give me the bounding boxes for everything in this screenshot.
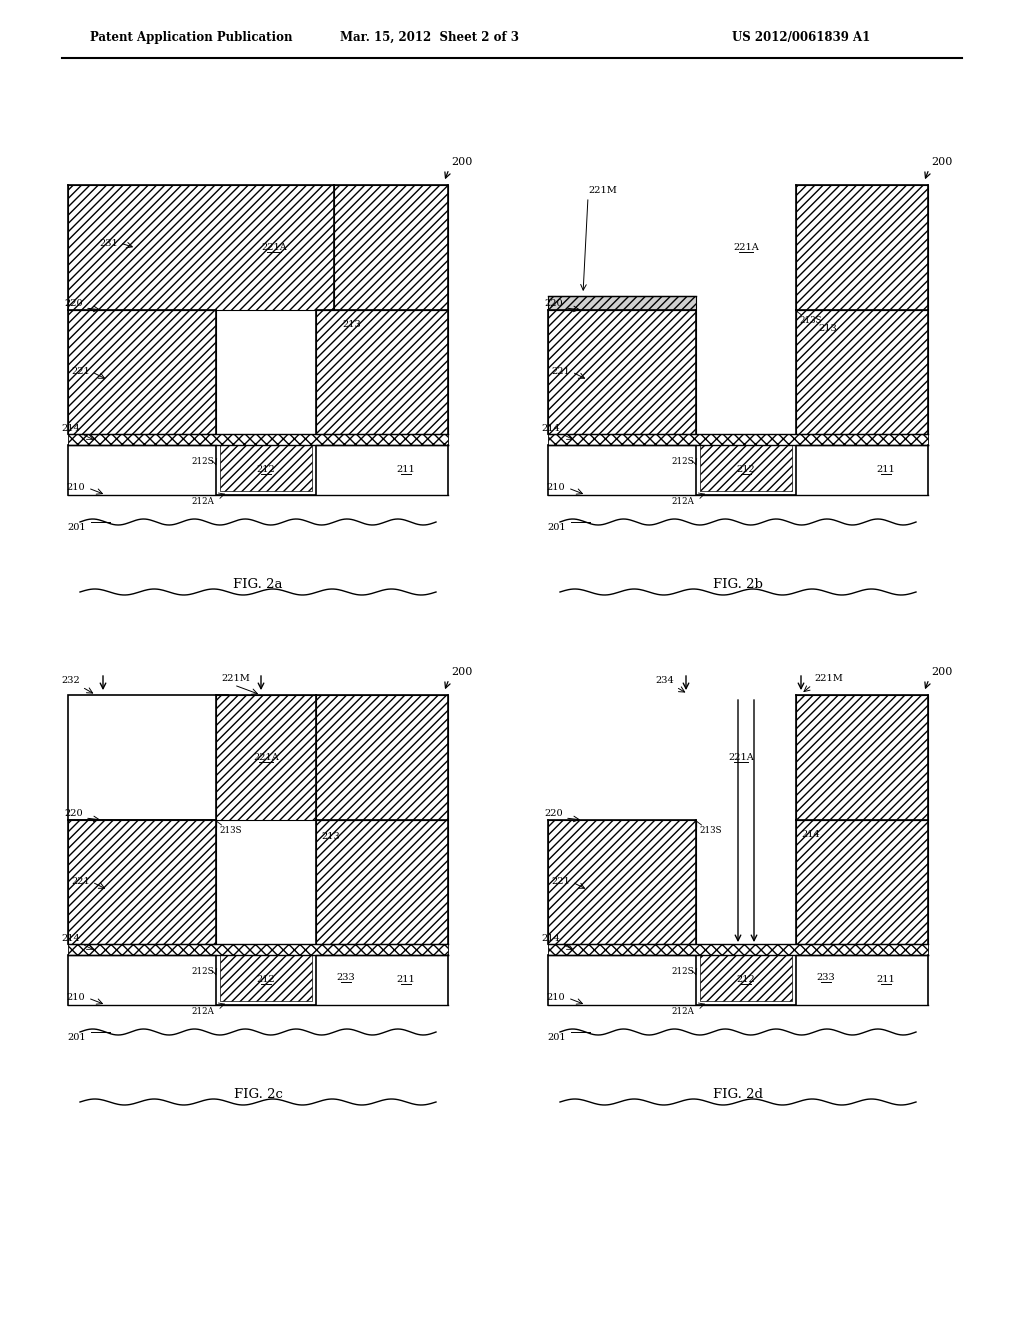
Text: 221: 221	[72, 878, 90, 887]
Text: 210: 210	[67, 483, 85, 492]
Bar	[216, 954, 316, 1005]
Bar	[548, 944, 928, 954]
Text: 221A: 221A	[728, 754, 754, 763]
Bar	[68, 820, 216, 944]
Text: 233: 233	[337, 974, 355, 982]
Bar	[68, 310, 216, 434]
Text: FIG. 2c: FIG. 2c	[233, 1088, 283, 1101]
Text: 220: 220	[545, 300, 563, 308]
Text: 210: 210	[67, 994, 85, 1002]
Text: 221: 221	[551, 878, 570, 887]
Text: 211: 211	[877, 975, 895, 985]
Bar	[548, 310, 696, 434]
Text: 234: 234	[655, 676, 674, 685]
Text: 231: 231	[99, 239, 118, 248]
Text: 220: 220	[545, 809, 563, 818]
Text: FIG. 2d: FIG. 2d	[713, 1088, 763, 1101]
Text: 221A: 221A	[253, 754, 279, 763]
Text: 212S: 212S	[672, 966, 694, 975]
Text: 212S: 212S	[191, 966, 214, 975]
Text: 213S: 213S	[699, 826, 722, 836]
Bar	[216, 696, 316, 820]
Text: 213S: 213S	[219, 826, 242, 836]
Text: Patent Application Publication: Patent Application Publication	[90, 30, 293, 44]
Text: 211: 211	[396, 466, 416, 474]
Text: Mar. 15, 2012  Sheet 2 of 3: Mar. 15, 2012 Sheet 2 of 3	[341, 30, 519, 44]
Text: 201: 201	[548, 1034, 566, 1041]
Text: FIG. 2b: FIG. 2b	[713, 578, 763, 591]
Text: 214: 214	[801, 830, 820, 840]
Text: 221A: 221A	[733, 243, 759, 252]
Text: 214: 214	[61, 935, 80, 942]
Text: 213S: 213S	[799, 315, 821, 325]
Bar	[796, 696, 928, 820]
Text: 220: 220	[65, 809, 83, 818]
Text: 221A: 221A	[261, 243, 287, 252]
Text: 213: 213	[818, 323, 837, 333]
Text: 214: 214	[61, 424, 80, 433]
Text: 201: 201	[68, 1034, 86, 1041]
Text: 212A: 212A	[191, 1007, 214, 1016]
Bar	[696, 445, 796, 495]
Text: 221M: 221M	[814, 675, 843, 682]
Bar	[548, 434, 928, 445]
Bar	[220, 954, 312, 1001]
Text: 221: 221	[72, 367, 90, 376]
Text: 212S: 212S	[191, 457, 214, 466]
Text: 201: 201	[68, 523, 86, 532]
Bar	[216, 445, 316, 495]
Bar	[316, 820, 449, 944]
Text: 212: 212	[736, 466, 756, 474]
Bar	[548, 820, 696, 944]
Text: 200: 200	[931, 667, 952, 677]
Text: 212: 212	[257, 975, 275, 985]
Text: 210: 210	[547, 994, 565, 1002]
Text: 200: 200	[451, 667, 472, 677]
Text: 214: 214	[542, 424, 560, 433]
Text: 201: 201	[548, 523, 566, 532]
Text: 212: 212	[257, 466, 275, 474]
Text: 200: 200	[451, 157, 472, 168]
Text: US 2012/0061839 A1: US 2012/0061839 A1	[732, 30, 870, 44]
Bar	[796, 820, 928, 944]
Text: 211: 211	[877, 466, 895, 474]
Bar	[68, 696, 228, 820]
Text: 232: 232	[61, 676, 80, 685]
Bar	[796, 310, 928, 434]
Text: 221M: 221M	[221, 675, 251, 682]
Text: 213: 213	[321, 832, 340, 841]
Text: 212A: 212A	[671, 1007, 694, 1016]
Bar	[548, 296, 696, 310]
Text: 212A: 212A	[191, 498, 214, 506]
Text: 213: 213	[342, 319, 360, 329]
Text: 214: 214	[542, 935, 560, 942]
Text: 220: 220	[65, 300, 83, 308]
Bar	[796, 185, 928, 310]
Text: 210: 210	[547, 483, 565, 492]
Text: 212: 212	[736, 975, 756, 985]
Bar	[696, 954, 796, 1005]
Bar	[334, 185, 449, 310]
Bar	[316, 310, 449, 434]
Text: 200: 200	[931, 157, 952, 168]
Bar	[68, 185, 334, 310]
Bar	[68, 434, 449, 445]
Text: 212S: 212S	[672, 457, 694, 466]
Bar	[700, 445, 792, 491]
Bar	[220, 445, 312, 491]
Text: 233: 233	[816, 974, 836, 982]
Bar	[68, 944, 449, 954]
Text: 221: 221	[551, 367, 570, 376]
Text: 212A: 212A	[671, 498, 694, 506]
Text: FIG. 2a: FIG. 2a	[233, 578, 283, 591]
Text: 221M: 221M	[589, 186, 617, 195]
Text: 211: 211	[396, 975, 416, 985]
Bar	[700, 954, 792, 1001]
Bar	[316, 696, 449, 820]
